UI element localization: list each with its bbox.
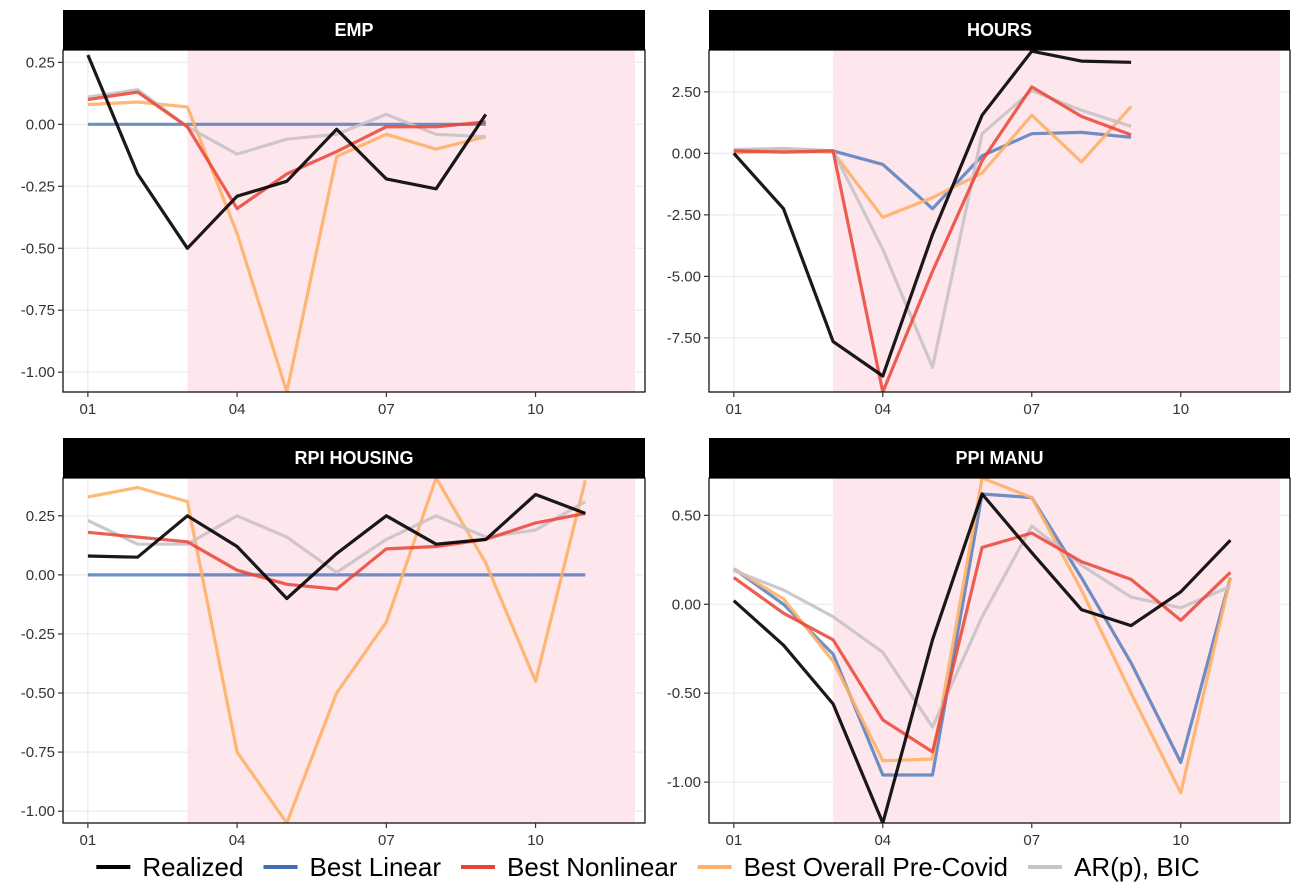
y-tick-label: -1.00: [21, 803, 55, 820]
x-tick-label: 10: [1172, 401, 1189, 418]
x-tick-label: 07: [1023, 832, 1040, 849]
y-tick-label: -0.50: [667, 685, 701, 702]
panel-emp: EMP 0.25 0.00 -0.25 -0.50 -0.75 -1.00 01 04 07 10: [21, 10, 646, 418]
x-tick-label: 10: [1172, 832, 1189, 849]
y-tick-label: -0.25: [21, 178, 55, 195]
y-tick-label: 0.25: [26, 54, 55, 71]
x-tick-label: 04: [229, 401, 246, 418]
panel-rpi-housing: RPI HOUSING 0.25 0.00 -0.25 -0.50 -0.75 -1.00 0…: [21, 438, 646, 849]
series-lines: [732, 50, 1133, 392]
x-tick-label: 10: [527, 832, 544, 849]
series-lines: [732, 478, 1232, 823]
series-line-best-nonlinear: [733, 85, 1132, 392]
facet-strip: [63, 10, 645, 50]
x-tick-label: 01: [725, 832, 742, 849]
legend-label: Realized: [142, 852, 243, 882]
y-tick-label: 0.00: [26, 567, 55, 584]
series-line-best-nonlinear: [87, 90, 486, 211]
y-tick-label: 0.50: [672, 507, 701, 524]
x-tick-label: 07: [1023, 401, 1040, 418]
legend: Realized Best Linear Best Nonlinear Best Ov…: [96, 852, 1200, 882]
x-tick-label: 04: [229, 832, 246, 849]
facet-title: PPI MANU: [955, 448, 1043, 468]
series-line-realized: [86, 54, 488, 250]
facet-strip: [709, 10, 1290, 50]
series-line-realized: [732, 50, 1132, 378]
y-tick-label: -0.75: [21, 744, 55, 761]
series-line-best-overall-pre-covid: [732, 478, 1232, 795]
facet-title: RPI HOUSING: [294, 448, 413, 468]
x-tick-label: 04: [874, 832, 891, 849]
facet-strip: [63, 438, 645, 478]
y-tick-label: 0.00: [26, 116, 55, 133]
series-lines: [87, 478, 587, 823]
facet-strip: [709, 438, 1290, 478]
x-tick-label: 01: [80, 401, 97, 418]
series-line-best-overall-pre-covid: [87, 478, 587, 823]
series-line-best-nonlinear: [87, 511, 586, 591]
x-tick-label: 07: [378, 832, 395, 849]
y-tick-label: -0.50: [21, 240, 55, 257]
x-tick-label: 07: [378, 401, 395, 418]
y-tick-label: -2.50: [667, 207, 701, 224]
legend-label: AR(p), BIC: [1074, 852, 1200, 882]
facet-title: HOURS: [967, 20, 1032, 40]
y-tick-label: -5.00: [667, 268, 701, 285]
y-tick-label: 0.25: [26, 508, 55, 525]
y-tick-label: 0.00: [672, 596, 701, 613]
facet-title: EMP: [334, 20, 373, 40]
legend-label: Best Overall Pre-Covid: [744, 852, 1008, 882]
series-line-ar-p-bic: [733, 88, 1132, 369]
legend-label: Best Linear: [309, 852, 441, 882]
panel-ppi-manu: PPI MANU 0.50 0.00 -0.50 -1.00 01 04 07 10: [667, 438, 1291, 849]
legend-label: Best Nonlinear: [507, 852, 678, 882]
y-tick-label: -0.75: [21, 302, 55, 319]
y-tick-label: -1.00: [667, 774, 701, 791]
y-tick-label: -0.25: [21, 626, 55, 643]
shaded-region: [187, 50, 636, 392]
series-line-best-nonlinear: [732, 531, 1232, 754]
y-tick-label: -0.50: [21, 685, 55, 702]
y-tick-label: -7.50: [667, 330, 701, 347]
series-line-realized: [732, 492, 1232, 823]
x-tick-label: 01: [80, 832, 97, 849]
x-tick-label: 01: [725, 401, 742, 418]
y-tick-label: -1.00: [21, 364, 55, 381]
series-lines: [86, 54, 488, 392]
y-tick-label: 2.50: [672, 84, 701, 101]
shaded-region: [187, 478, 636, 823]
series-line-ar-p-bic: [733, 524, 1232, 729]
series-line-realized: [87, 492, 586, 601]
y-tick-label: 0.00: [672, 145, 701, 162]
panel-hours: HOURS 2.50 0.00 -2.50 -5.00 -7.50 01 04 07 10: [667, 10, 1291, 418]
x-tick-label: 10: [527, 401, 544, 418]
x-tick-label: 04: [874, 401, 891, 418]
